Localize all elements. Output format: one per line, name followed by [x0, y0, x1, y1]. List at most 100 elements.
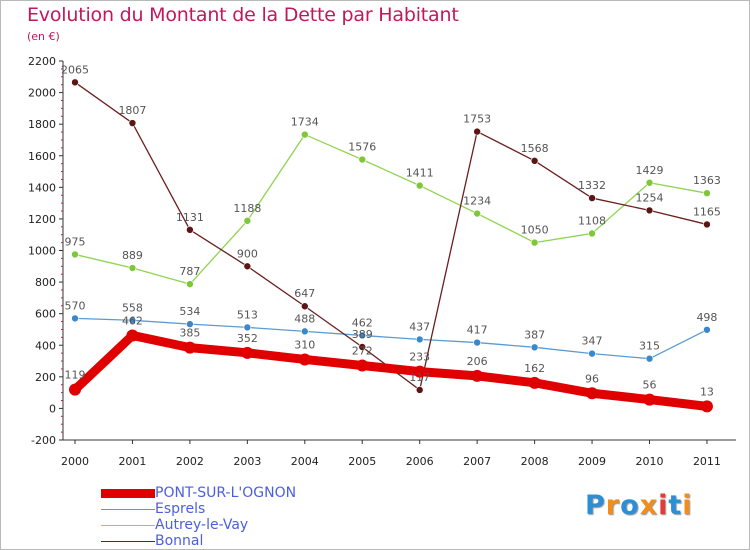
data-label-autrey-le-vay: 1050 — [521, 224, 549, 237]
data-point-autrey-le-vay — [300, 130, 309, 139]
data-label-bonnal: 1131 — [176, 211, 204, 224]
y-tick-label: 1800 — [28, 118, 56, 131]
data-point-pont-sur-l-ognon — [586, 387, 599, 400]
proxiti-logo: Proxiti — [585, 490, 693, 521]
y-tick-label: 1200 — [28, 213, 56, 226]
data-point-esprels — [128, 316, 137, 325]
data-point-autrey-le-vay — [588, 229, 596, 238]
data-point-bonnal — [300, 302, 309, 311]
data-label-esprels: 513 — [237, 308, 258, 321]
y-tick-label: 800 — [35, 276, 56, 289]
data-point-autrey-le-vay — [473, 209, 481, 218]
x-tick-label: 2006 — [406, 455, 434, 468]
data-point-bonnal — [243, 262, 252, 271]
y-tick-label: 0 — [49, 402, 56, 415]
data-label-bonnal: 1568 — [521, 142, 549, 155]
data-point-esprels — [300, 327, 309, 336]
legend-label-pont-sur-l-ognon: PONT-SUR-L'OGNON — [155, 485, 297, 501]
data-label-esprels: 462 — [352, 316, 373, 329]
data-point-bonnal — [71, 78, 79, 87]
data-point-autrey-le-vay — [358, 155, 367, 164]
y-tick-label: 2200 — [28, 55, 56, 68]
data-label-esprels: 534 — [179, 305, 200, 318]
x-tick-label: 2008 — [521, 455, 549, 468]
data-point-autrey-le-vay — [186, 280, 194, 288]
data-label-esprels: 437 — [409, 320, 430, 333]
data-label-autrey-le-vay: 1576 — [348, 141, 376, 154]
data-label-pont-sur-l-ognon: 352 — [237, 332, 258, 345]
y-tick-label: 1600 — [28, 150, 56, 163]
data-label-pont-sur-l-ognon: 13 — [700, 385, 714, 398]
y-tick-label: 400 — [35, 339, 56, 352]
y-tick-label: -200 — [31, 434, 56, 447]
legend-swatch-pont-sur-l-ognon — [101, 488, 155, 498]
x-tick-label: 2001 — [118, 455, 146, 468]
data-label-autrey-le-vay: 889 — [122, 249, 143, 262]
x-tick-label: 2005 — [348, 455, 376, 468]
series-line-pont-sur-l-ognon — [70, 330, 712, 411]
data-label-autrey-le-vay: 1234 — [463, 195, 491, 208]
y-tick-label: 1000 — [28, 245, 56, 258]
data-point-esprels — [358, 331, 367, 340]
data-label-bonnal: 1254 — [636, 191, 664, 204]
data-point-bonnal — [588, 194, 596, 202]
y-tick-label: 1400 — [28, 181, 56, 194]
data-label-esprels: 558 — [122, 301, 143, 314]
data-label-bonnal: 2065 — [61, 63, 89, 76]
data-label-autrey-le-vay: 1429 — [636, 164, 664, 177]
x-tick-label: 2007 — [463, 455, 491, 468]
legend-swatch-autrey-le-vay — [101, 524, 155, 526]
y-tick-label: 600 — [35, 308, 56, 321]
y-tick-label: 200 — [35, 371, 56, 384]
data-point-pont-sur-l-ognon — [528, 376, 541, 389]
legend-swatch-esprels — [101, 508, 155, 510]
x-tick-label: 2002 — [176, 455, 204, 468]
data-label-pont-sur-l-ognon: 233 — [409, 351, 430, 364]
x-tick-label: 2009 — [578, 455, 606, 468]
data-label-autrey-le-vay: 1363 — [693, 174, 721, 187]
data-point-esprels — [645, 354, 654, 363]
data-label-bonnal: 900 — [237, 247, 258, 260]
data-point-esprels — [588, 349, 596, 358]
data-label-bonnal: 1332 — [578, 179, 606, 192]
data-point-esprels — [473, 338, 481, 347]
data-label-esprels: 570 — [65, 299, 86, 312]
data-label-esprels: 488 — [294, 312, 315, 325]
data-point-bonnal — [473, 127, 481, 136]
data-point-pont-sur-l-ognon — [69, 383, 81, 396]
chart-title: Evolution du Montant de la Dette par Hab… — [27, 4, 459, 26]
data-point-esprels — [415, 335, 424, 344]
data-point-bonnal — [358, 343, 367, 351]
data-label-esprels: 417 — [467, 324, 488, 337]
legend-swatch-bonnal — [101, 540, 155, 542]
y-tick-label: 2000 — [28, 87, 56, 100]
data-point-bonnal — [530, 157, 539, 165]
legend-label-bonnal: Bonnal — [155, 533, 204, 549]
x-tick-label: 2010 — [636, 455, 664, 468]
data-point-pont-sur-l-ognon — [471, 369, 484, 382]
legend-label-esprels: Esprels — [155, 501, 206, 517]
unit-label: (en €) — [27, 30, 60, 43]
data-label-pont-sur-l-ognon: 310 — [294, 338, 315, 351]
data-label-autrey-le-vay: 787 — [179, 265, 200, 278]
x-tick-label: 2003 — [233, 455, 261, 468]
data-label-esprels: 498 — [696, 311, 717, 324]
data-label-esprels: 315 — [639, 340, 660, 353]
data-point-bonnal — [415, 386, 424, 394]
data-point-pont-sur-l-ognon — [700, 400, 713, 413]
x-tick-label: 2011 — [693, 455, 721, 468]
series-line-esprels — [74, 317, 708, 360]
data-label-autrey-le-vay: 1411 — [406, 167, 434, 180]
data-point-autrey-le-vay — [703, 189, 711, 197]
data-label-autrey-le-vay: 1734 — [291, 116, 319, 129]
data-point-autrey-le-vay — [243, 217, 252, 225]
data-point-autrey-le-vay — [530, 238, 539, 247]
data-point-pont-sur-l-ognon — [413, 365, 426, 378]
data-point-pont-sur-l-ognon — [183, 341, 196, 354]
data-label-autrey-le-vay: 1108 — [578, 214, 606, 227]
data-label-bonnal: 1753 — [463, 113, 491, 126]
x-tick-label: 2000 — [61, 455, 89, 468]
data-label-bonnal: 117 — [409, 371, 430, 384]
data-label-bonnal: 647 — [294, 287, 315, 300]
